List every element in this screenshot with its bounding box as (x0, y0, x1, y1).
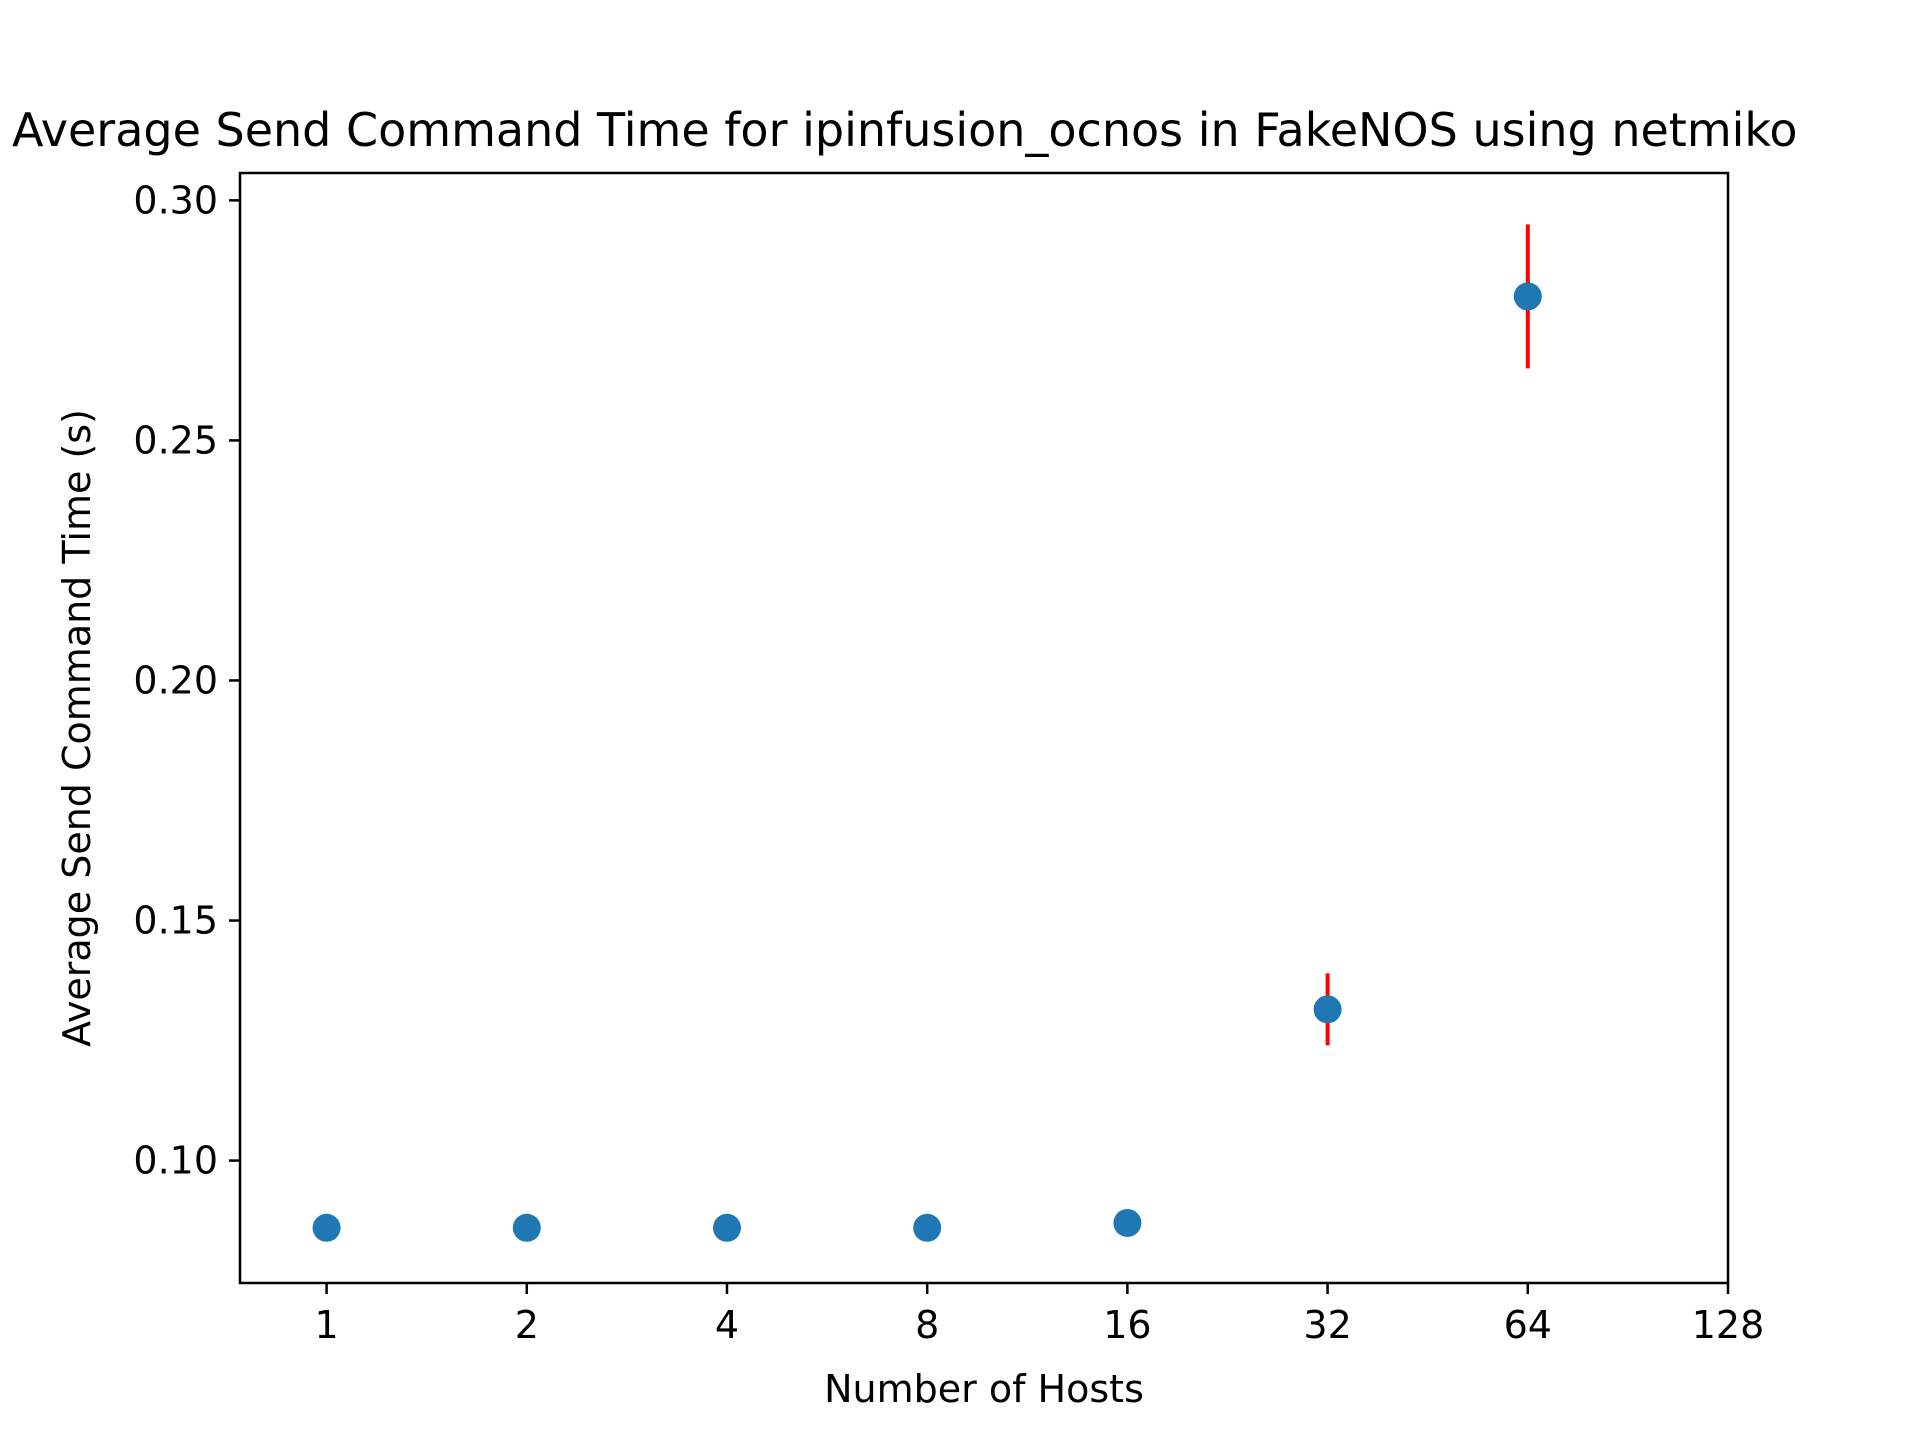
y-tick-label: 0.30 (133, 178, 218, 222)
data-point (512, 1213, 541, 1242)
x-tick-label: 1 (314, 1303, 338, 1347)
data-points (312, 282, 1542, 1242)
data-point (1113, 1208, 1142, 1237)
x-axis-label: Number of Hosts (824, 1367, 1144, 1411)
plot-frame (238, 171, 1730, 1285)
x-axis-ticks: 1 2 4 8 16 32 64 128 (314, 1283, 1764, 1347)
x-tick-label: 64 (1504, 1303, 1552, 1347)
x-tick-label: 4 (715, 1303, 739, 1347)
data-point (1513, 282, 1542, 311)
x-tick-label: 8 (915, 1303, 939, 1347)
data-point (1313, 995, 1342, 1024)
y-tick-label: 0.15 (133, 899, 218, 943)
y-tick-label: 0.25 (133, 418, 218, 462)
y-axis-ticks: 0.10 0.15 0.20 0.25 0.30 (133, 178, 240, 1183)
x-tick-label: 16 (1103, 1303, 1151, 1347)
data-point (913, 1213, 942, 1242)
x-tick-label: 2 (515, 1303, 539, 1347)
x-tick-label: 128 (1692, 1303, 1765, 1347)
y-tick-label: 0.20 (133, 658, 218, 702)
data-point (712, 1213, 741, 1242)
y-tick-label: 0.10 (133, 1139, 218, 1183)
y-axis-label: Average Send Command Time (s) (55, 409, 99, 1047)
chart-title: Average Send Command Time for ipinfusion… (12, 103, 1798, 157)
data-point (312, 1213, 341, 1242)
x-tick-label: 32 (1303, 1303, 1351, 1347)
